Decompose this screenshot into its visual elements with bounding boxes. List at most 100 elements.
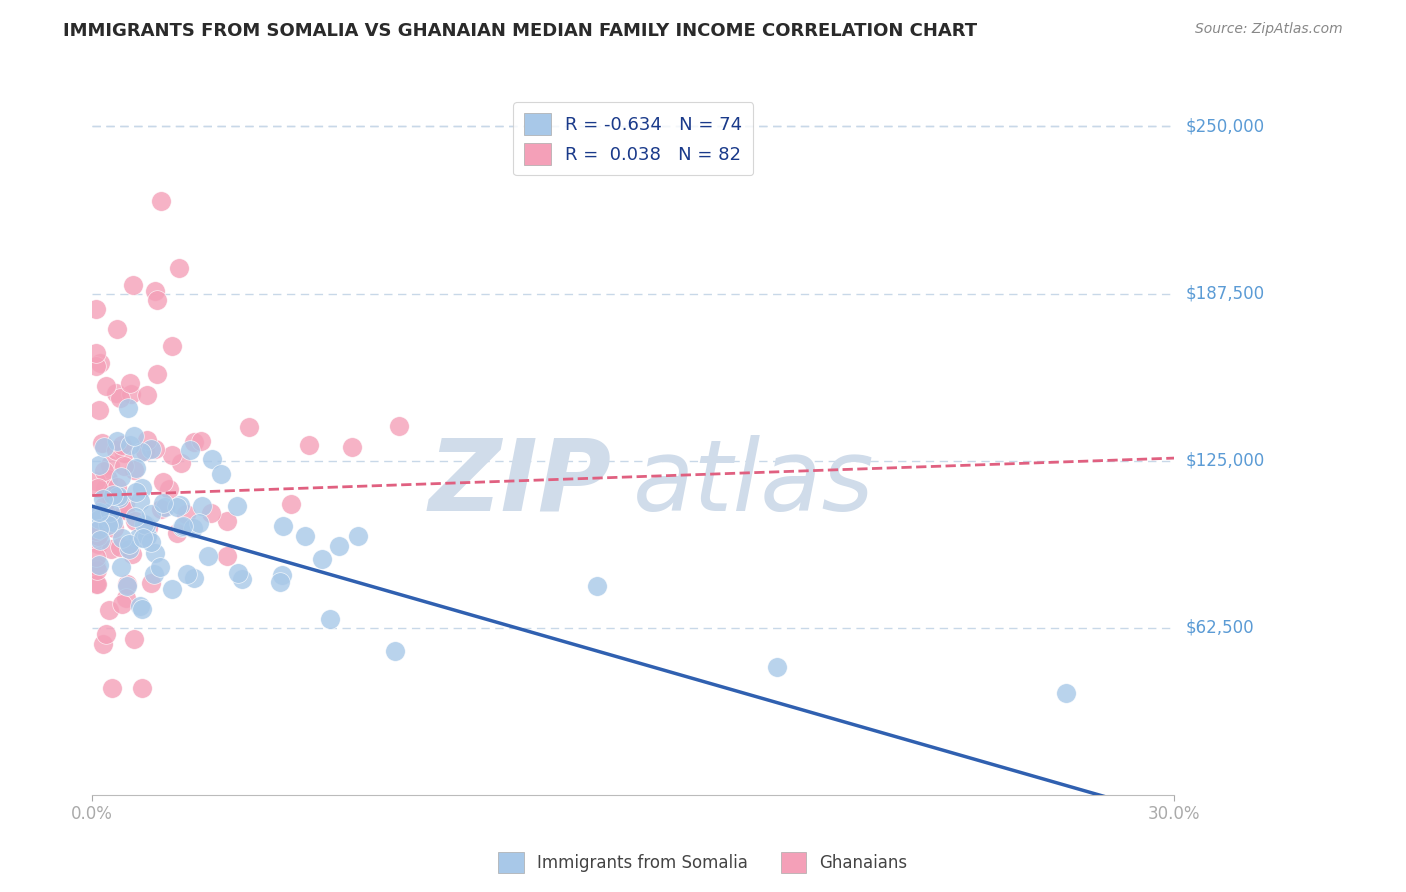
Point xyxy=(89,505,111,519)
Point xyxy=(108,491,131,505)
Point xyxy=(172,519,194,533)
Text: $250,000: $250,000 xyxy=(1185,118,1264,136)
Point xyxy=(105,480,128,494)
Point xyxy=(139,508,162,522)
Point xyxy=(125,484,148,499)
Legend: R = -0.634   N = 74, R =  0.038   N = 82: R = -0.634 N = 74, R = 0.038 N = 82 xyxy=(513,103,754,176)
Point xyxy=(183,434,205,449)
Point xyxy=(271,518,294,533)
Point xyxy=(124,514,146,528)
Text: ZIP: ZIP xyxy=(429,434,612,532)
Point xyxy=(160,339,183,353)
Point xyxy=(145,367,167,381)
Point xyxy=(110,470,132,484)
Point xyxy=(118,537,141,551)
Point xyxy=(217,549,239,564)
Point xyxy=(231,572,253,586)
Point xyxy=(269,575,291,590)
Point xyxy=(110,559,132,574)
Point xyxy=(197,549,219,563)
Point xyxy=(297,438,319,452)
Point xyxy=(129,444,152,458)
Point xyxy=(167,261,190,276)
Point xyxy=(225,499,247,513)
Point xyxy=(188,516,211,530)
Point xyxy=(149,560,172,574)
Point xyxy=(160,582,183,596)
Point xyxy=(134,444,156,458)
Point xyxy=(132,516,155,531)
Point xyxy=(131,601,153,615)
Point xyxy=(94,379,117,393)
Point xyxy=(89,533,111,547)
Point xyxy=(118,376,141,390)
Point xyxy=(170,456,193,470)
Point xyxy=(340,441,363,455)
Point xyxy=(101,515,124,529)
Point xyxy=(98,512,121,526)
Point xyxy=(201,451,224,466)
Point xyxy=(100,514,122,528)
Point xyxy=(179,443,201,458)
Text: atlas: atlas xyxy=(633,434,875,532)
Point xyxy=(1054,686,1077,700)
Point xyxy=(93,440,115,454)
Point xyxy=(91,492,114,507)
Point xyxy=(146,293,169,308)
Text: $62,500: $62,500 xyxy=(1185,619,1254,637)
Point xyxy=(98,505,121,519)
Point xyxy=(176,567,198,582)
Point xyxy=(384,643,406,657)
Point xyxy=(105,503,128,517)
Point xyxy=(127,531,149,545)
Point xyxy=(586,579,609,593)
Point xyxy=(89,504,111,518)
Point xyxy=(159,482,181,496)
Point xyxy=(152,496,174,510)
Point xyxy=(104,443,127,458)
Point xyxy=(209,467,232,481)
Point xyxy=(97,602,120,616)
Point xyxy=(110,391,132,405)
Point xyxy=(131,481,153,495)
Point xyxy=(183,571,205,585)
Point xyxy=(117,401,139,415)
Point xyxy=(101,491,124,505)
Point xyxy=(89,522,111,536)
Text: $125,000: $125,000 xyxy=(1185,451,1264,470)
Point xyxy=(103,521,125,535)
Text: Source: ZipAtlas.com: Source: ZipAtlas.com xyxy=(1195,22,1343,37)
Point xyxy=(191,499,214,513)
Point xyxy=(89,511,111,525)
Point xyxy=(84,474,107,488)
Point xyxy=(141,576,163,591)
Point xyxy=(181,520,204,534)
Point xyxy=(129,599,152,613)
Point xyxy=(87,482,110,496)
Point xyxy=(111,598,134,612)
Point xyxy=(174,507,197,521)
Point xyxy=(139,442,162,457)
Point xyxy=(388,419,411,434)
Point xyxy=(135,518,157,533)
Point xyxy=(120,387,142,401)
Point xyxy=(118,542,141,557)
Point xyxy=(115,577,138,591)
Point xyxy=(97,517,120,532)
Point xyxy=(98,458,121,472)
Point xyxy=(89,506,111,520)
Point xyxy=(226,566,249,581)
Point xyxy=(89,356,111,370)
Text: IMMIGRANTS FROM SOMALIA VS GHANAIAN MEDIAN FAMILY INCOME CORRELATION CHART: IMMIGRANTS FROM SOMALIA VS GHANAIAN MEDI… xyxy=(63,22,977,40)
Point xyxy=(86,577,108,591)
Point xyxy=(105,386,128,401)
Point xyxy=(149,502,172,516)
Point xyxy=(107,489,129,503)
Point xyxy=(115,591,138,606)
Point xyxy=(122,632,145,647)
Point xyxy=(143,442,166,456)
Point xyxy=(122,278,145,293)
Point xyxy=(91,637,114,651)
Point xyxy=(347,529,370,543)
Point xyxy=(166,500,188,515)
